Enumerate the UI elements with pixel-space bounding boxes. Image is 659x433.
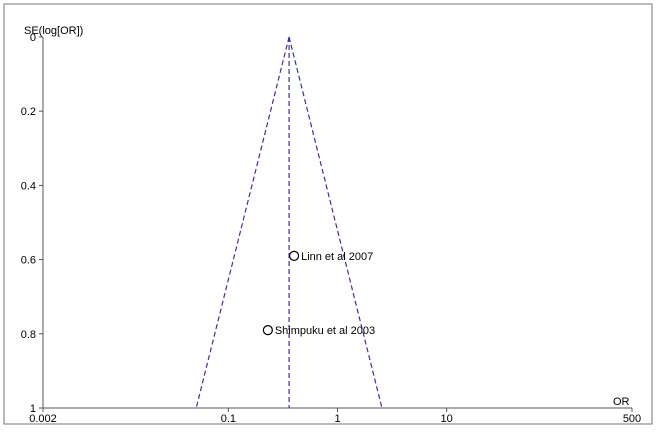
study-point [288,250,300,261]
x-tick-label: 0.1 [221,413,236,425]
funnel-lines [195,36,383,409]
x-tick-label: 500 [623,413,641,425]
study-label: Shimpuku et al 2003 [275,325,375,337]
study-point [262,324,273,336]
y-tick-label: 1 [30,403,36,415]
y-tick-label: 0.8 [21,329,36,341]
x-axis-label: OR [613,396,630,408]
plot-frame [3,3,653,425]
x-tick-label: 10 [440,413,452,425]
axes: 00.20.40.60.810.002 0.1 1 10 500 [21,32,641,425]
study-label: Linn et al 2007 [301,251,373,263]
y-axis-label: SE(log[OR]) [24,25,83,37]
y-tick-label: 0.6 [21,255,36,267]
study-points: Linn et al 2007 Shimpuku et al 2003 [262,250,375,337]
x-tick-label: 1 [334,413,340,425]
x-tick-label: 0.002 [29,413,57,425]
y-tick-label: 0.2 [21,106,36,118]
y-tick-label: 0 [30,32,36,44]
y-tick-label: 0.4 [21,180,36,192]
